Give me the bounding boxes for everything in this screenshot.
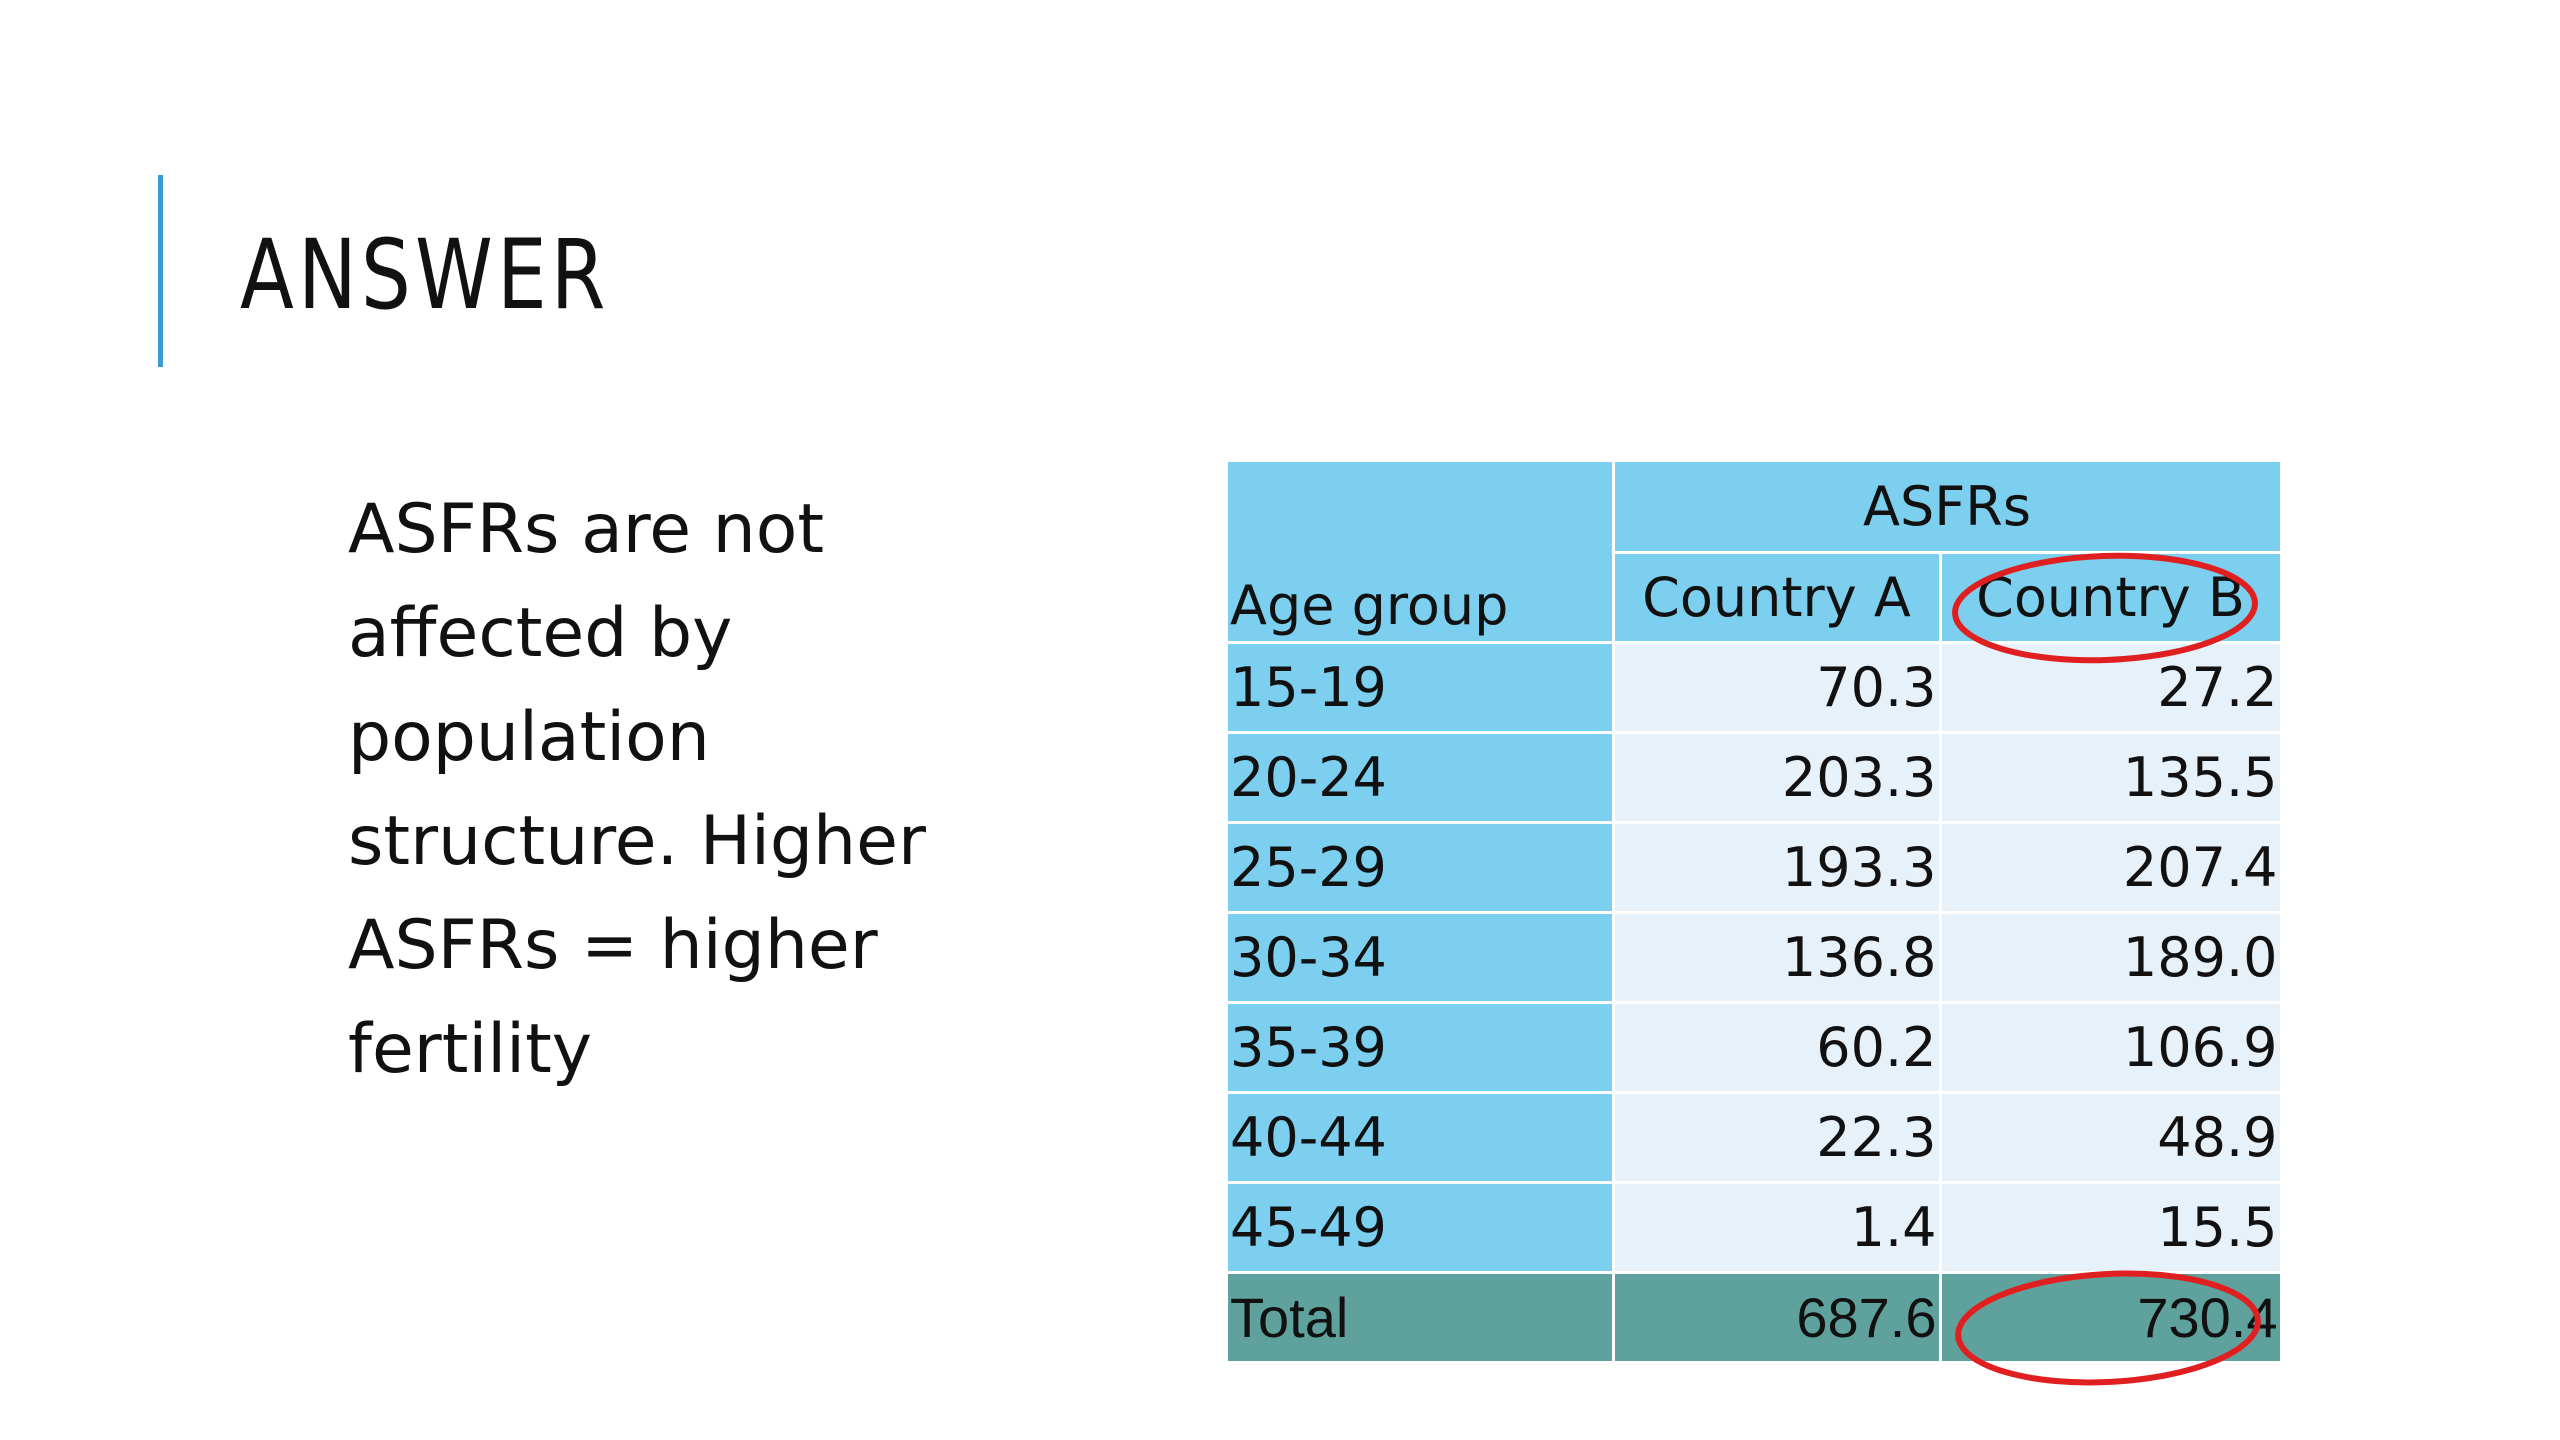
country-a-value: 70.3 [1613,642,1942,734]
country-a-value: 136.8 [1613,912,1942,1004]
country-a-value: 60.2 [1613,1002,1942,1094]
header-age-group: Age group [1228,462,1615,644]
age-cell: 30-34 [1228,912,1615,1004]
country-b-value: 189.0 [1940,912,2283,1004]
country-b-value: 48.9 [1940,1092,2283,1184]
title-accent-bar [158,175,163,367]
table-row: 40-44 22.3 48.9 [1228,1092,2283,1184]
age-cell: 15-19 [1228,642,1615,734]
age-cell: 45-49 [1228,1182,1615,1274]
table-row: 45-49 1.4 15.5 [1228,1182,2283,1274]
age-cell: 40-44 [1228,1092,1615,1184]
country-b-value: 27.2 [1940,642,2283,734]
header-country-a: Country A [1613,552,1942,644]
country-a-value: 193.3 [1613,822,1942,914]
total-label: Total [1228,1272,1615,1364]
country-a-value: 203.3 [1613,732,1942,824]
age-cell: 35-39 [1228,1002,1615,1094]
table-row: 20-24 203.3 135.5 [1228,732,2283,824]
country-b-value: 15.5 [1940,1182,2283,1274]
header-country-b: Country B [1940,552,2283,644]
total-country-b: 730.4 [1940,1272,2283,1364]
table-row: 30-34 136.8 189.0 [1228,912,2283,1004]
table-row: 15-19 70.3 27.2 [1228,642,2283,734]
slide-title: ANSWER [240,219,610,331]
age-cell: 20-24 [1228,732,1615,824]
country-a-value: 1.4 [1613,1182,1942,1274]
country-b-value: 207.4 [1940,822,2283,914]
age-cell: 25-29 [1228,822,1615,914]
country-b-value: 135.5 [1940,732,2283,824]
table-row: 25-29 193.3 207.4 [1228,822,2283,914]
slide-body-text: ASFRs are not affected by population str… [348,490,926,1089]
asfr-table-container: Age group ASFRs Country A Country B 15-1… [1228,462,2283,1364]
country-a-value: 22.3 [1613,1092,1942,1184]
header-asfrs: ASFRs [1613,462,2283,554]
total-country-a: 687.6 [1613,1272,1942,1364]
total-row: Total 687.6 730.4 [1228,1272,2283,1364]
table-row: 35-39 60.2 106.9 [1228,1002,2283,1094]
country-b-value: 106.9 [1940,1002,2283,1094]
asfr-table: Age group ASFRs Country A Country B 15-1… [1228,462,2283,1364]
